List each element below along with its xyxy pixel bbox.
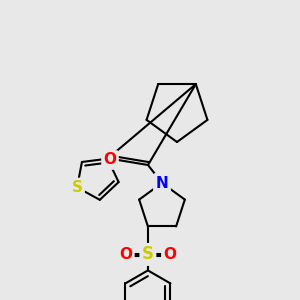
Text: O: O [164, 247, 176, 262]
Text: N: N [156, 176, 168, 190]
Text: S: S [142, 245, 154, 263]
Text: O: O [119, 247, 132, 262]
Text: N: N [156, 176, 168, 190]
Text: O: O [103, 152, 116, 167]
Text: S: S [72, 180, 83, 195]
